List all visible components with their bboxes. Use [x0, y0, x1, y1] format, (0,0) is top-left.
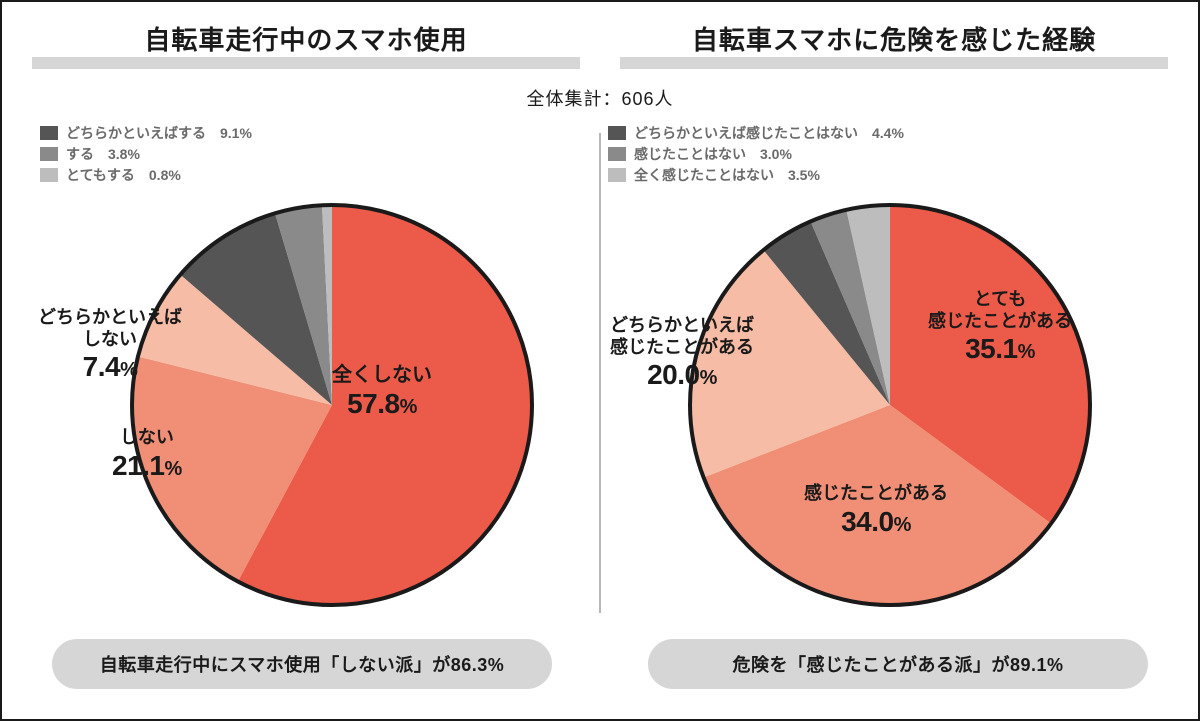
- right-title: 自転車スマホに危険を感じた経験: [620, 20, 1168, 63]
- pie-chart: [680, 195, 1100, 615]
- legend-row: 全く感じたことはない 3.5%: [608, 165, 904, 185]
- legend-pct: 3.0%: [760, 146, 792, 162]
- legend-label: どちらかといえば感じたことはない: [634, 123, 858, 143]
- slice-label: しない21.1%: [112, 427, 182, 482]
- legend-row: する 3.8%: [40, 144, 252, 164]
- legend-swatch: [608, 147, 626, 161]
- legend-label: 感じたことはない: [634, 144, 746, 164]
- legend-swatch: [608, 126, 626, 140]
- left-title-underline: [32, 57, 580, 69]
- legend-row: 感じたことはない 3.0%: [608, 144, 904, 164]
- left-legend: どちらかといえばする 9.1% する 3.8% とてもする 0.8%: [40, 123, 252, 186]
- legend-pct: 3.5%: [788, 167, 820, 183]
- legend-row: とてもする 0.8%: [40, 165, 252, 185]
- right-legend: どちらかといえば感じたことはない 4.4% 感じたことはない 3.0% 全く感じたことは…: [608, 123, 904, 186]
- legend-swatch: [608, 168, 626, 182]
- slice-label: 全くしない57.8%: [332, 363, 432, 421]
- legend-row: どちらかといえばする 9.1%: [40, 123, 252, 143]
- legend-label: とてもする: [66, 165, 135, 185]
- legend-row: どちらかといえば感じたことはない 4.4%: [608, 123, 904, 143]
- left-caption: 自転車走行中にスマホ使用「しない派」が86.3%: [52, 639, 552, 689]
- legend-swatch: [40, 147, 58, 161]
- legend-pct: 3.8%: [108, 146, 140, 162]
- legend-pct: 9.1%: [220, 125, 252, 141]
- left-title-block: 自転車走行中のスマホ使用: [32, 20, 580, 69]
- legend-label: 全く感じたことはない: [634, 165, 774, 185]
- right-chart-panel: どちらかといえば感じたことはない 4.4% 感じたことはない 3.0% 全く感じたことは…: [600, 115, 1168, 635]
- right-title-block: 自転車スマホに危険を感じた経験: [620, 20, 1168, 69]
- slice-label: どちらかといえば感じたことがある20.0%: [610, 315, 754, 392]
- right-title-underline: [620, 57, 1168, 69]
- legend-label: する: [66, 144, 94, 164]
- legend-swatch: [40, 126, 58, 140]
- legend-pct: 4.4%: [872, 125, 904, 141]
- slice-label: 感じたことがある34.0%: [804, 483, 948, 538]
- legend-pct: 0.8%: [149, 167, 181, 183]
- subtitle: 全体集計：606人: [2, 85, 1198, 111]
- slice-label: とても感じたことがある35.1%: [928, 289, 1072, 366]
- legend-label: どちらかといえばする: [66, 123, 206, 143]
- left-chart-panel: どちらかといえばする 9.1% する 3.8% とてもする 0.8% 全くしない57.8%…: [32, 115, 600, 635]
- slice-label: どちらかといえばしない7.4%: [38, 307, 182, 384]
- right-caption: 危険を「感じたことがある派」が89.1%: [648, 639, 1148, 689]
- legend-swatch: [40, 168, 58, 182]
